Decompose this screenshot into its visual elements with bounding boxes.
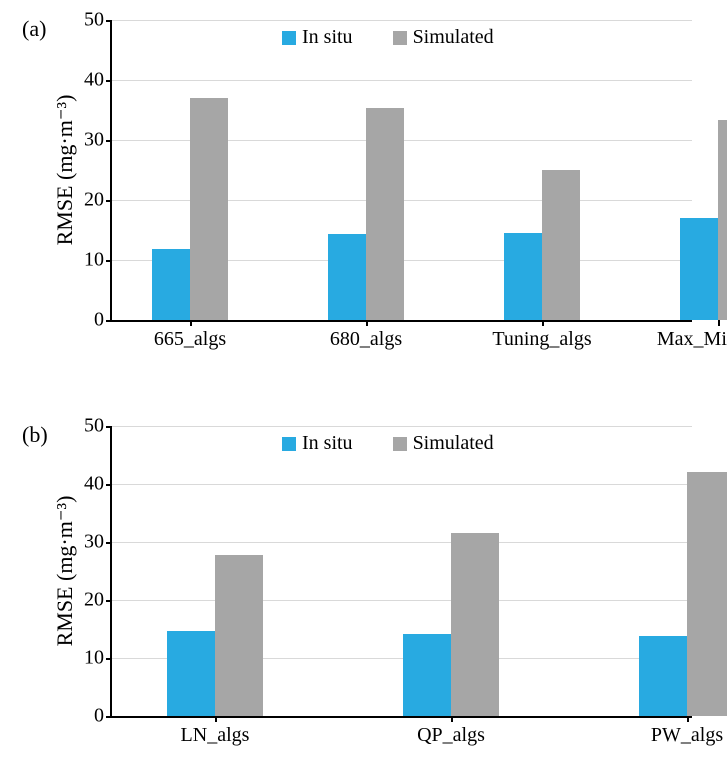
bar <box>167 631 215 716</box>
grid-line <box>112 20 692 21</box>
x-tick-label: 680_algs <box>330 320 402 351</box>
grid-line <box>112 426 692 427</box>
bar <box>687 472 727 716</box>
bar <box>366 108 404 320</box>
panel-a-label: (a) <box>22 16 46 42</box>
x-tick-label: 665_algs <box>154 320 226 351</box>
bar <box>718 120 727 320</box>
bar <box>190 98 228 320</box>
plot-area-b: In situ Simulated 01020304050LN_algsQP_a… <box>110 426 692 718</box>
plot-area-a: In situ Simulated 01020304050665_algs680… <box>110 20 692 322</box>
grid-line <box>112 600 692 601</box>
legend-label-simulated: Simulated <box>413 26 494 49</box>
grid-line <box>112 542 692 543</box>
y-axis-title-a: RMSE (mg·m⁻³) <box>52 95 78 246</box>
legend-label-in-situ: In situ <box>302 432 353 455</box>
y-tick-label: 50 <box>84 9 112 32</box>
grid-line <box>112 80 692 81</box>
bar <box>403 634 451 716</box>
legend-a: In situ Simulated <box>282 26 494 49</box>
y-tick-label: 10 <box>84 249 112 272</box>
panel-b: (b) In situ Simulated 01020304050LN_algs… <box>0 406 727 772</box>
y-tick-label: 0 <box>94 705 112 728</box>
x-tick-label: Max_Min_algs <box>657 320 727 351</box>
y-tick-label: 30 <box>84 129 112 152</box>
panel-a: (a) In situ Simulated 01020304050665_alg… <box>0 0 727 386</box>
x-tick-label: LN_algs <box>181 716 250 747</box>
legend-label-in-situ: In situ <box>302 26 353 49</box>
legend-item-simulated: Simulated <box>393 26 494 49</box>
x-tick-label: QP_algs <box>417 716 485 747</box>
legend-item-in-situ: In situ <box>282 26 353 49</box>
bar <box>504 233 542 320</box>
y-tick-label: 0 <box>94 309 112 332</box>
y-tick-label: 20 <box>84 589 112 612</box>
panel-b-label: (b) <box>22 422 48 448</box>
legend-label-simulated: Simulated <box>413 432 494 455</box>
legend-swatch-in-situ <box>282 31 296 45</box>
bar <box>215 555 263 716</box>
legend-swatch-simulated <box>393 31 407 45</box>
y-tick-label: 10 <box>84 647 112 670</box>
legend-item-simulated: Simulated <box>393 432 494 455</box>
bar <box>328 234 366 320</box>
y-tick-label: 40 <box>84 69 112 92</box>
legend-swatch-in-situ <box>282 437 296 451</box>
bar <box>680 218 718 320</box>
x-tick-label: Tuning_algs <box>492 320 591 351</box>
y-axis-title-b: RMSE (mg·m⁻³) <box>52 496 78 647</box>
bar <box>152 249 190 320</box>
y-tick-label: 50 <box>84 415 112 438</box>
y-tick-label: 30 <box>84 531 112 554</box>
bar <box>451 533 499 716</box>
bar <box>639 636 687 716</box>
legend-item-in-situ: In situ <box>282 432 353 455</box>
figure-root: (a) In situ Simulated 01020304050665_alg… <box>0 0 727 772</box>
y-tick-label: 40 <box>84 473 112 496</box>
x-tick-label: PW_algs <box>651 716 723 747</box>
legend-swatch-simulated <box>393 437 407 451</box>
y-tick-label: 20 <box>84 189 112 212</box>
grid-line <box>112 484 692 485</box>
bar <box>542 170 580 320</box>
legend-b: In situ Simulated <box>282 432 494 455</box>
